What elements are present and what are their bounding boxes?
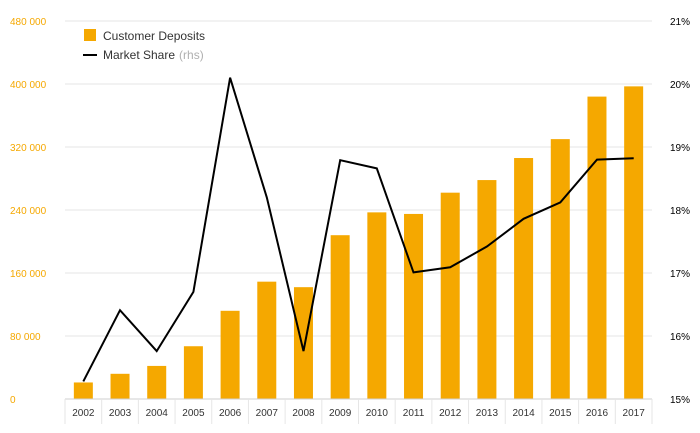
deposit-bar bbox=[404, 213, 424, 399]
deposit-bar bbox=[147, 365, 167, 399]
axes: 0 80 000 160 000 240 000 320 000 400 000 480 0… bbox=[10, 17, 690, 424]
x-axis-tick-label: 2015 bbox=[549, 408, 572, 419]
market-share-polyline bbox=[82, 77, 634, 382]
deposit-bars bbox=[73, 86, 644, 400]
right-axis-tick-label: 21% bbox=[670, 17, 690, 28]
deposit-bar bbox=[587, 96, 607, 399]
x-axis-tick-label: 2013 bbox=[476, 408, 499, 419]
right-axis-tick-label: 18% bbox=[670, 206, 690, 217]
left-axis-tick-label: 0 bbox=[10, 395, 16, 406]
deposit-bar bbox=[367, 212, 387, 399]
deposit-bar bbox=[514, 158, 534, 399]
x-axis-tick-label: 2002 bbox=[72, 408, 95, 419]
x-axis-tick-label: 2012 bbox=[439, 408, 462, 419]
right-axis-tick-label: 17% bbox=[670, 269, 690, 280]
legend-bar-swatch bbox=[84, 29, 96, 41]
deposit-bar bbox=[624, 86, 644, 400]
deposit-bar bbox=[550, 139, 570, 399]
legend-line-label: Market Share (rhs) bbox=[103, 48, 204, 62]
legend-line-name: Market Share bbox=[103, 48, 175, 62]
x-axis-tick-label: 2007 bbox=[256, 408, 279, 419]
deposit-bar bbox=[330, 235, 350, 399]
legend-line-suffix: (rhs) bbox=[179, 48, 204, 62]
left-axis-tick-label: 240 000 bbox=[10, 206, 47, 217]
left-axis-tick-label: 400 000 bbox=[10, 80, 47, 91]
deposit-bar bbox=[73, 382, 93, 399]
right-axis-tick-label: 19% bbox=[670, 143, 690, 154]
deposit-bar bbox=[110, 373, 130, 399]
left-axis-tick-label: 480 000 bbox=[10, 17, 47, 28]
deposit-bar bbox=[183, 346, 203, 399]
x-axis-tick-label: 2008 bbox=[292, 408, 315, 419]
left-axis-tick-label: 320 000 bbox=[10, 143, 47, 154]
x-axis-tick-label: 2011 bbox=[403, 408, 425, 419]
x-axis-tick-label: 2006 bbox=[219, 408, 242, 419]
x-axis-tick-label: 2014 bbox=[512, 408, 535, 419]
right-axis-tick-label: 16% bbox=[670, 332, 690, 343]
deposit-bar bbox=[220, 310, 240, 399]
right-axis-tick-label: 15% bbox=[670, 395, 690, 406]
deposit-bar bbox=[440, 192, 460, 399]
market-share-line bbox=[82, 77, 634, 382]
deposit-bar bbox=[293, 287, 313, 399]
right-axis-tick-label: 20% bbox=[670, 80, 690, 91]
legend: Customer Deposits Market Share (rhs) bbox=[83, 29, 205, 62]
left-axis-tick-label: 160 000 bbox=[10, 269, 47, 280]
legend-bar-label: Customer Deposits bbox=[103, 29, 205, 43]
x-axis-tick-label: 2003 bbox=[109, 408, 132, 419]
deposit-bar bbox=[257, 281, 277, 399]
deposit-bar bbox=[477, 180, 497, 399]
x-axis-tick-label: 2016 bbox=[586, 408, 609, 419]
x-axis-tick-label: 2010 bbox=[366, 408, 389, 419]
x-axis-tick-label: 2005 bbox=[182, 408, 205, 419]
left-axis-tick-label: 80 000 bbox=[10, 332, 41, 343]
x-axis-tick-label: 2017 bbox=[623, 408, 646, 419]
x-axis-tick-label: 2009 bbox=[329, 408, 352, 419]
x-axis-tick-label: 2004 bbox=[146, 408, 169, 419]
